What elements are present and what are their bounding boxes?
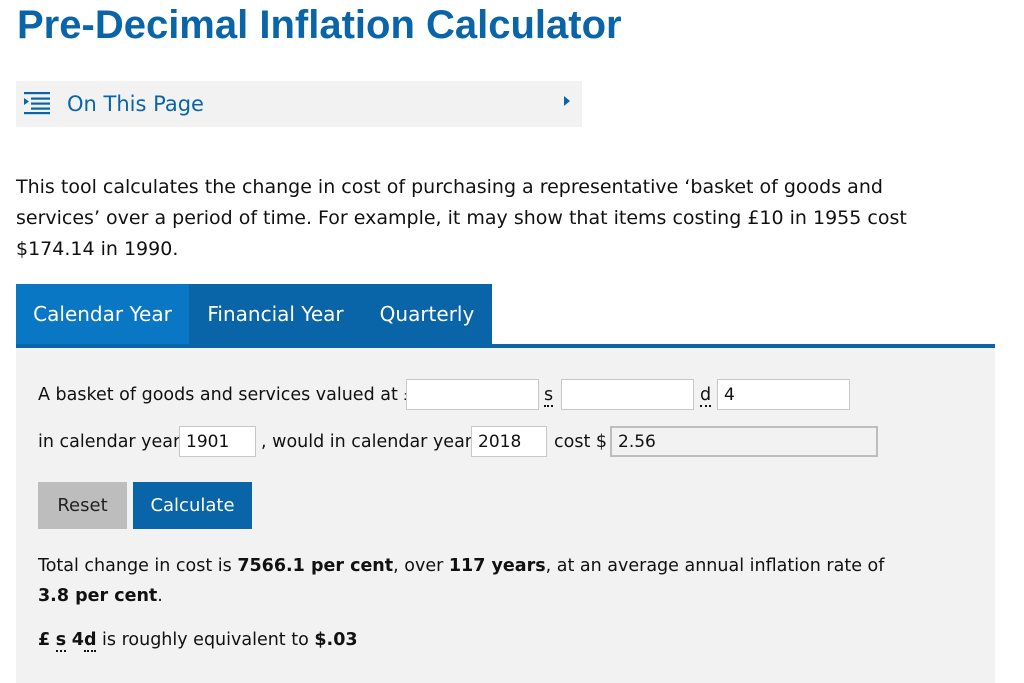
shillings-input[interactable]: [561, 379, 694, 410]
page-title: Pre-Decimal Inflation Calculator: [17, 3, 622, 47]
on-this-page-label: On This Page: [67, 92, 204, 116]
on-this-page-toggle[interactable]: On This Page: [16, 81, 582, 127]
cost-output: [610, 426, 878, 457]
reset-button[interactable]: Reset: [38, 482, 127, 529]
tab-financial-year[interactable]: Financial Year: [189, 284, 362, 344]
basket-label: A basket of goods and services valued at…: [38, 385, 415, 405]
equivalence-summary: £ s 4d is roughly equivalent to $.03: [38, 630, 358, 652]
list-icon: [24, 91, 50, 115]
pounds-input[interactable]: [406, 379, 539, 410]
from-year-label: in calendar year: [38, 432, 181, 452]
dollar-equivalent: $.03: [314, 630, 358, 650]
cost-label: cost $: [554, 432, 608, 452]
from-year-input[interactable]: [179, 426, 256, 457]
percent-change: 7566.1 per cent: [237, 556, 394, 576]
inflation-rate: 3.8 per cent: [38, 586, 158, 606]
calculator-panel: A basket of goods and services valued at…: [16, 344, 995, 683]
pence-input[interactable]: [717, 379, 850, 410]
chevron-right-icon: [564, 96, 570, 106]
intro-text: This tool calculates the change in cost …: [16, 176, 907, 260]
to-year-label: , would in calendar year: [261, 432, 472, 452]
tab-calendar-year[interactable]: Calendar Year: [16, 284, 189, 344]
result-summary: Total change in cost is 7566.1 per cent,…: [38, 556, 885, 606]
shillings-unit-label: s: [544, 385, 554, 407]
tab-quarterly[interactable]: Quarterly: [362, 284, 492, 344]
calculate-button[interactable]: Calculate: [133, 482, 252, 529]
to-year-input[interactable]: [471, 426, 547, 457]
pence-unit-label: d: [700, 385, 712, 407]
years-span: 117 years: [448, 556, 546, 576]
